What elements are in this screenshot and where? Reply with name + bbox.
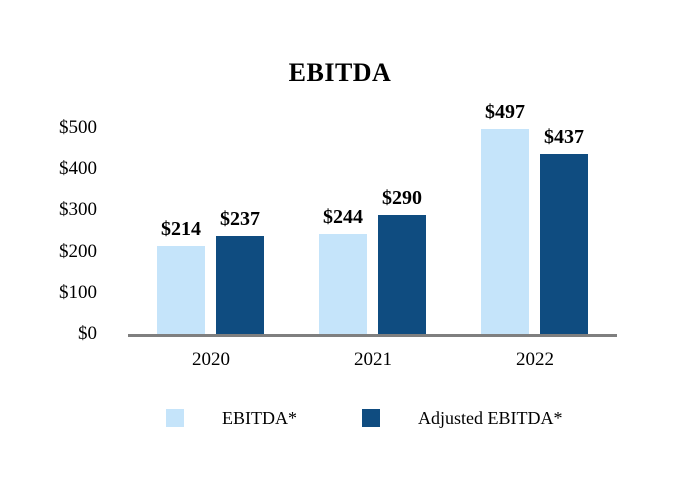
y-axis-tick-label: $300 [59,199,97,220]
y-axis-tick-label: $400 [59,158,97,179]
x-axis: 2020 2021 2022 [0,348,680,374]
data-label-adjusted-ebitda-2020: $237 [220,208,260,231]
bar-group-2021: $244 $290 [319,54,426,334]
y-axis-tick-label: $200 [59,241,97,262]
y-axis: $500 $400 $300 $200 $100 $0 [30,0,97,360]
bar-column: $237 [216,54,264,334]
bar-column: $497 [481,54,529,334]
bar-group-2022: $497 $437 [481,54,588,334]
legend-label-ebitda: EBITDA* [222,408,297,428]
bar-ebitda-2021 [319,233,367,334]
data-label-adjusted-ebitda-2021: $290 [382,186,422,209]
bar-adjusted-ebitda-2021 [378,214,426,334]
bar-group-2020: $214 $237 [157,54,264,334]
bar-ebitda-2022 [481,129,529,334]
bar-column: $437 [540,54,588,334]
x-axis-tick-label: 2021 [354,349,392,370]
bar-adjusted-ebitda-2022 [540,154,588,334]
y-axis-tick-label: $100 [59,282,97,303]
x-axis-line [128,334,617,337]
chart-legend: EBITDA* Adjusted EBITDA* [0,400,680,440]
bar-column: $244 [319,54,367,334]
bar-adjusted-ebitda-2020 [216,236,264,334]
bar-ebitda-2020 [157,245,205,334]
x-axis-tick-label: 2022 [516,349,554,370]
chart-title: EBITDA [288,58,392,87]
bar-column: $290 [378,54,426,334]
data-label-ebitda-2022: $497 [485,101,525,124]
y-axis-tick-label: $500 [59,117,97,138]
data-label-ebitda-2021: $244 [323,205,363,228]
y-axis-tick-label: $0 [78,323,97,344]
data-label-adjusted-ebitda-2022: $437 [544,126,584,148]
legend-label-adjusted-ebitda: Adjusted EBITDA* [418,408,563,428]
data-label-ebitda-2020: $214 [161,217,201,240]
bar-column: $214 [157,54,205,334]
legend-swatch-ebitda [166,409,184,427]
x-axis-tick-label: 2020 [192,349,230,370]
legend-swatch-adjusted-ebitda [362,409,380,427]
